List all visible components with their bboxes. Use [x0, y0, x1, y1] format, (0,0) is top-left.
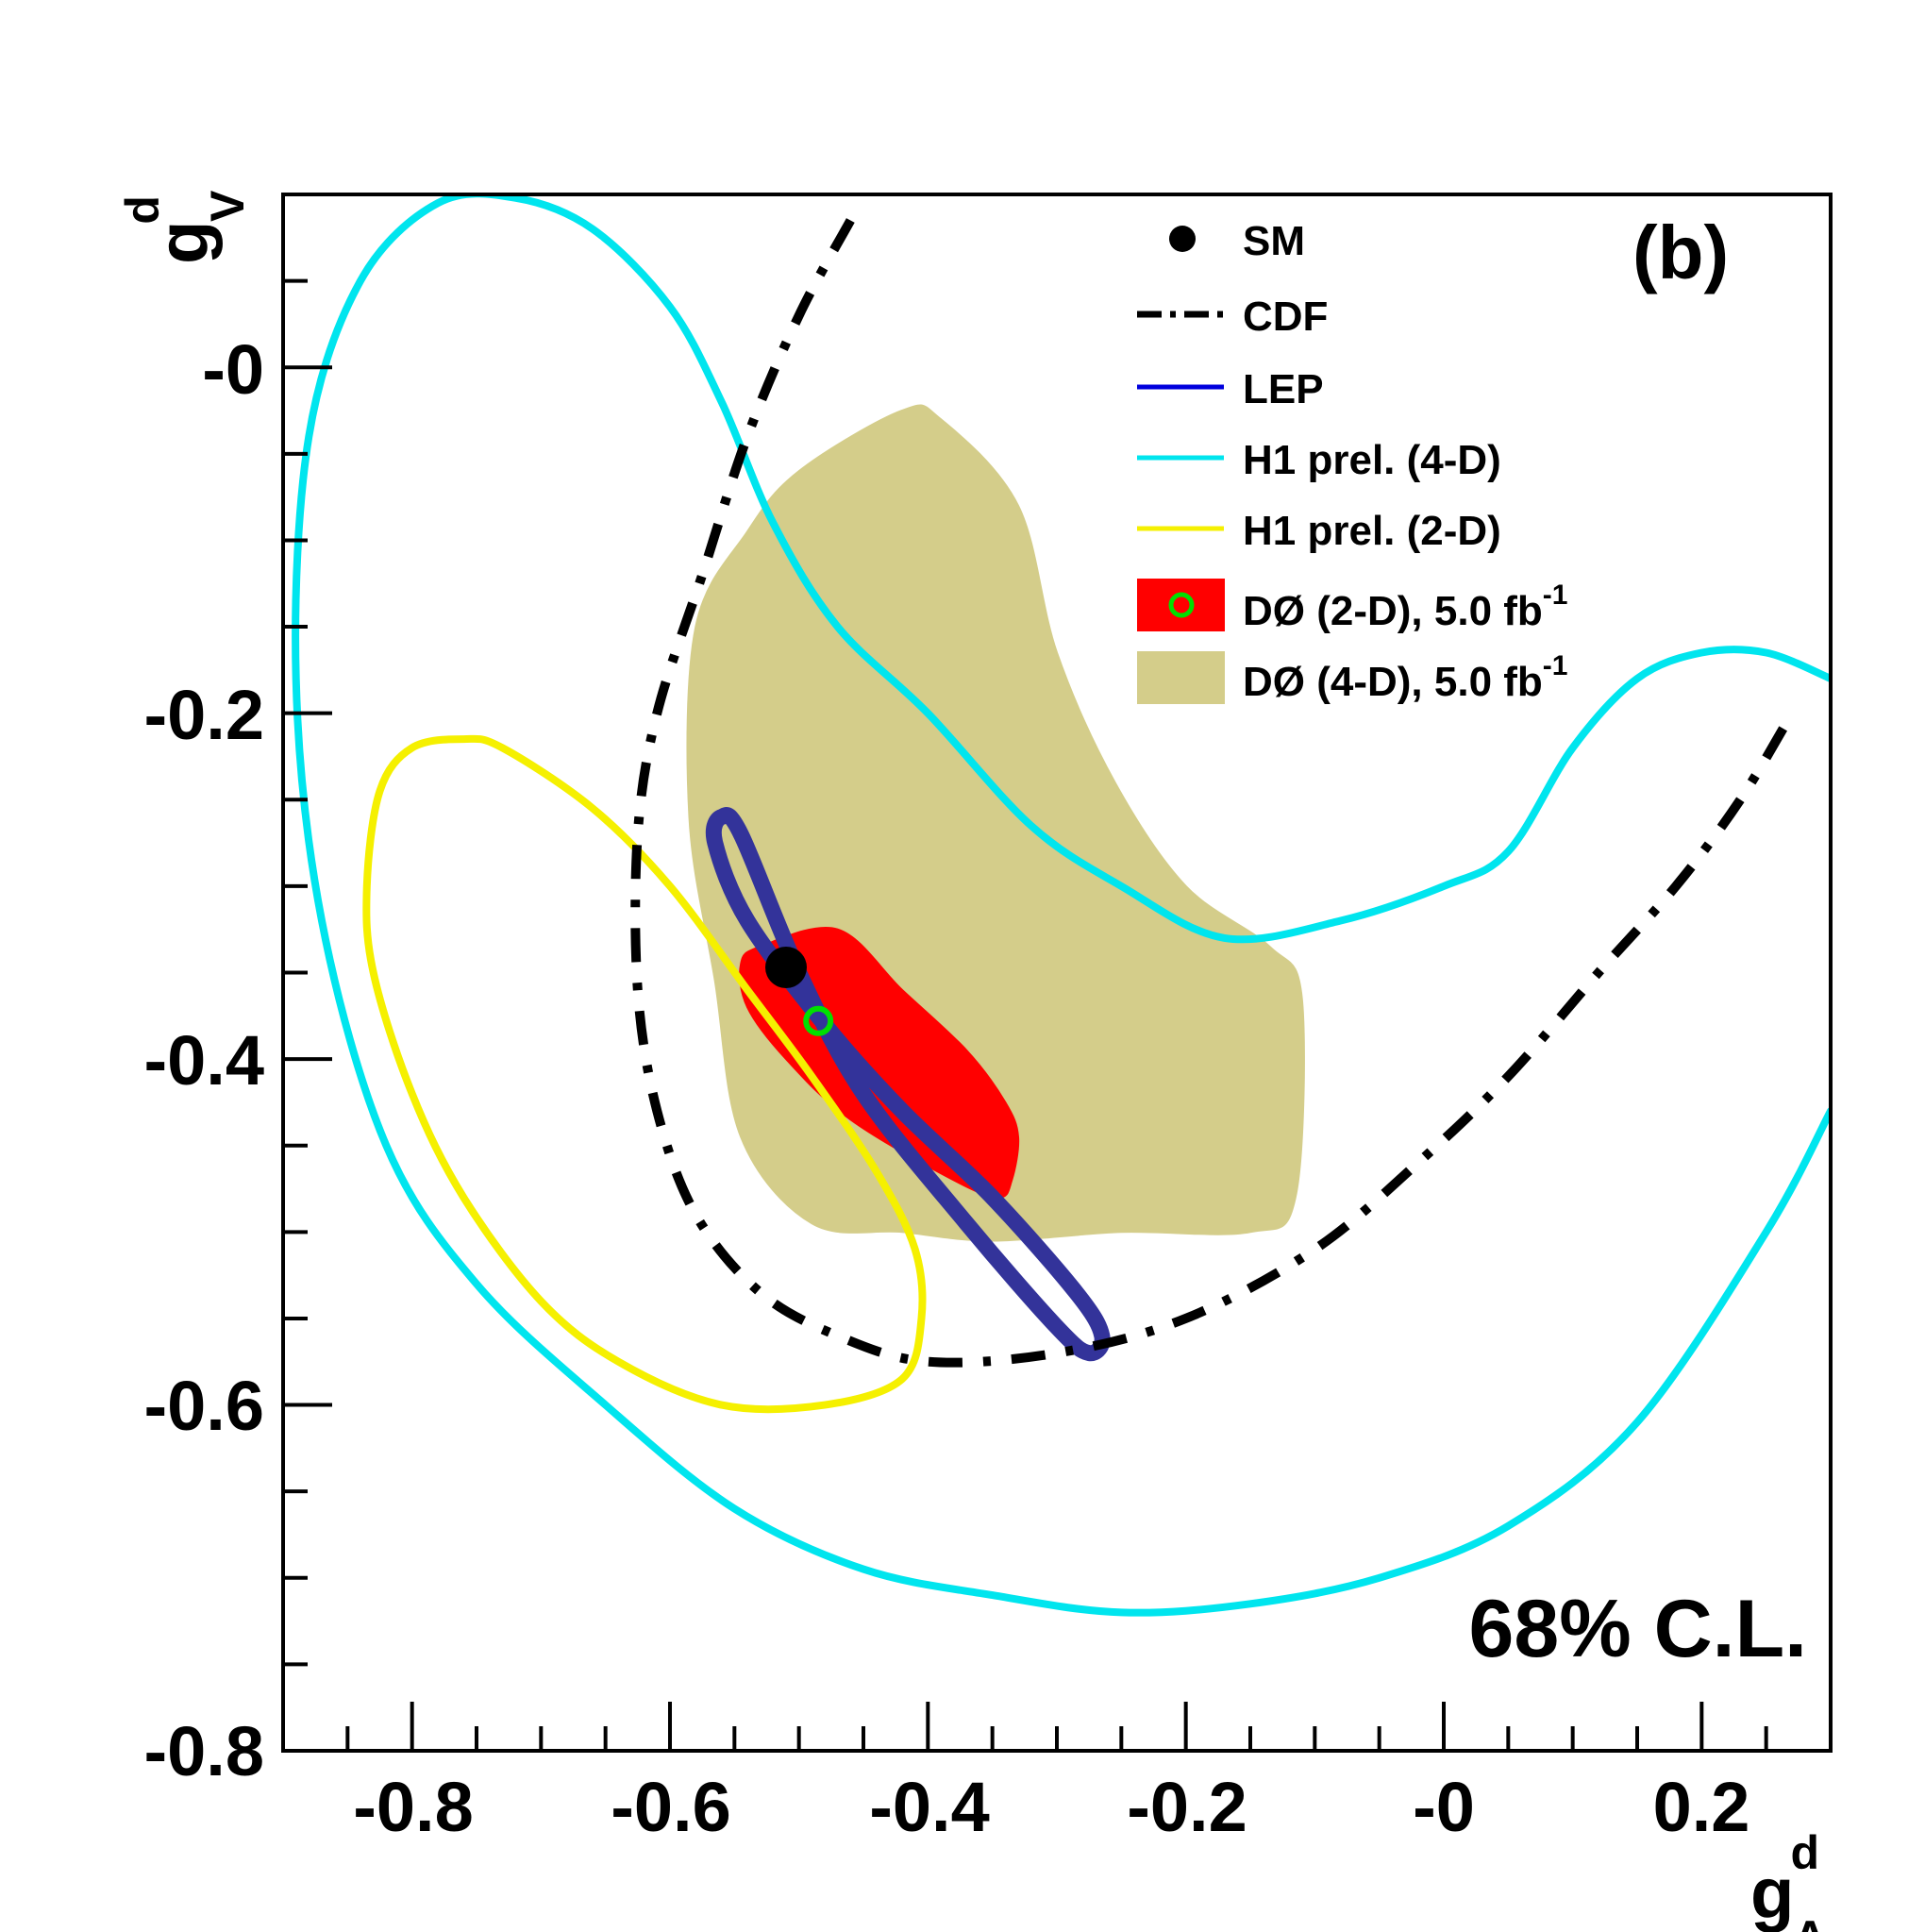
legend-label-d0-2d: DØ (2-D), 5.0 fb-1: [1243, 580, 1567, 634]
y-tick-label: -0.2: [143, 676, 264, 754]
x-tick-label: -0.8: [353, 1768, 474, 1846]
legend-label-d0-4d: DØ (4-D), 5.0 fb-1: [1243, 650, 1567, 705]
y-axis-title: gd V: [116, 190, 254, 264]
x-tick-label: -0: [1413, 1768, 1475, 1846]
contour-cdf: [630, 218, 1797, 1368]
y-tick-label: -0.8: [143, 1712, 264, 1790]
y-tick-label: -0.6: [143, 1367, 264, 1445]
y-tick-label: -0.4: [143, 1021, 264, 1100]
points-layer: [765, 947, 834, 1036]
legend-label-h1-2d: H1 prel. (2-D): [1243, 508, 1501, 554]
x-axis-title: gdA: [1750, 1826, 1827, 1932]
legend-marker-sm: [1169, 226, 1196, 252]
x-tick-labels: -0.8 -0.6 -0.4 -0.2 -0 0.2: [353, 1768, 1749, 1846]
x-tick-label: -0.4: [869, 1768, 990, 1846]
legend-marker-d0-4d: [1137, 651, 1225, 704]
contour-h1-prel-4-d: [292, 194, 1831, 1617]
panel-label: (b): [1632, 210, 1729, 294]
y-tick-labels: -0.8 -0.6 -0.4 -0.2 -0: [143, 330, 264, 1790]
confidence-level-label: 68% C.L.: [1469, 1584, 1807, 1674]
point-d0-2d-best-fit: [803, 1005, 834, 1036]
x-tick-label: 0.2: [1653, 1768, 1750, 1846]
x-tick-label: -0.2: [1127, 1768, 1247, 1846]
axis-ticks: [281, 193, 1833, 1753]
legend-label-lep: LEP: [1243, 366, 1324, 412]
legend-label-h1-4d: H1 prel. (4-D): [1243, 437, 1501, 483]
legend-marker-d0-2d-fit: [1168, 592, 1195, 618]
x-tick-label: -0.6: [611, 1768, 731, 1846]
legend-marker-d0-2d: [1137, 579, 1225, 631]
legend-label-cdf: CDF: [1243, 294, 1328, 340]
y-tick-label: -0: [202, 330, 264, 409]
legend-label-sm: SM: [1243, 218, 1305, 264]
legend: SM CDF LEP H1 prel. (4-D) H1 prel. (2-D)…: [1137, 218, 1567, 705]
contour-h1-prel-2-d: [362, 734, 927, 1414]
point-sm: [765, 947, 807, 989]
